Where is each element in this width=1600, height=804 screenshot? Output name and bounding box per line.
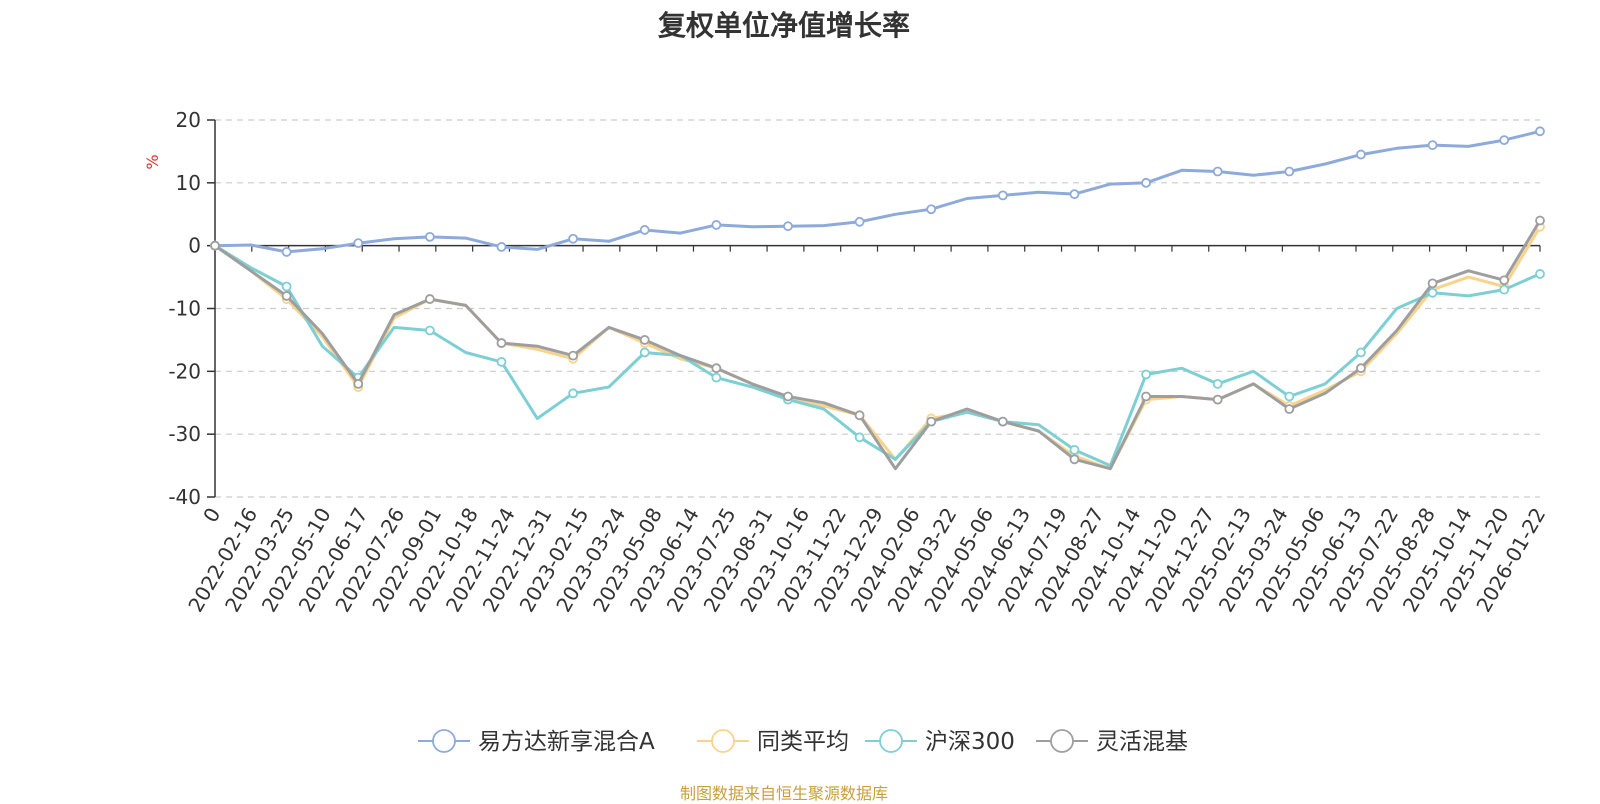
series-point — [1499, 135, 1510, 146]
legend-marker — [432, 729, 456, 753]
legend-label: 易方达新享混合A — [478, 729, 655, 755]
series-point — [1284, 391, 1295, 402]
series-point — [568, 388, 579, 399]
legend-marker — [879, 729, 903, 753]
series-point — [926, 416, 937, 427]
series-point — [424, 294, 435, 304]
source-note: 制图数据来自恒生聚源数据库 — [679, 784, 888, 803]
series-point — [1141, 391, 1151, 402]
series-point — [854, 432, 865, 443]
legend-label: 同类平均 — [757, 729, 849, 755]
y-tick-label: -20 — [168, 359, 201, 383]
series-point — [997, 190, 1008, 201]
series-point — [1284, 404, 1295, 414]
series-point — [568, 233, 579, 244]
series-point — [639, 335, 650, 345]
legend-item[interactable]: 沪深300 — [865, 729, 1015, 755]
series-line — [214, 244, 1541, 468]
series-point — [496, 242, 507, 252]
legend: 易方达新享混合A 同类平均 沪深300 灵活混基 — [418, 729, 1188, 755]
series-point — [1069, 454, 1080, 465]
series-point — [1535, 215, 1545, 226]
x-tick-label: 0 — [198, 504, 225, 527]
chart-title: 复权单位净值增长率 — [657, 9, 910, 42]
y-tick-label: 20 — [176, 108, 201, 132]
legend-item[interactable]: 同类平均 — [697, 729, 849, 755]
series-point — [711, 220, 722, 230]
series-point — [1069, 189, 1080, 200]
series-point — [997, 416, 1008, 427]
series-point — [639, 225, 650, 235]
y-axis-label: % — [143, 154, 162, 169]
series-point — [1284, 166, 1295, 177]
line-chart: 20100-10-20-30-40%02022-02-162022-03-252… — [143, 108, 1550, 755]
series-point — [1212, 378, 1223, 389]
series-point — [353, 238, 364, 249]
y-tick-label: -40 — [168, 485, 201, 509]
series-point — [1535, 269, 1545, 279]
legend-label: 沪深300 — [925, 729, 1015, 755]
series-point — [281, 291, 292, 301]
series-point — [1427, 287, 1438, 298]
series-point — [1212, 394, 1223, 405]
series-point — [424, 231, 435, 242]
y-tick-label: -30 — [168, 422, 201, 446]
legend-marker — [711, 729, 735, 753]
series-point — [783, 221, 793, 232]
series-point — [210, 240, 220, 251]
series-line — [214, 129, 1541, 254]
series-point — [1141, 177, 1151, 188]
series-point — [568, 350, 579, 361]
series-point — [711, 363, 722, 374]
series-point — [1356, 363, 1366, 374]
series-point — [1069, 444, 1080, 455]
series-layer — [210, 126, 1545, 471]
y-tick-label: -10 — [168, 297, 201, 321]
series-point — [281, 247, 292, 257]
series-line — [214, 226, 1542, 471]
series-point — [1427, 278, 1438, 289]
series-point — [926, 204, 937, 215]
legend-item[interactable]: 易方达新享混合A — [418, 729, 655, 755]
series-point — [854, 216, 865, 227]
series-point — [496, 338, 507, 348]
series-line — [214, 219, 1542, 471]
series-point — [854, 410, 865, 421]
series-point — [353, 378, 364, 389]
legend-item[interactable]: 灵活混基 — [1036, 729, 1188, 755]
grid-layer — [215, 119, 1540, 498]
legend-label: 灵活混基 — [1096, 729, 1188, 755]
series-point — [639, 347, 650, 358]
series-point — [711, 372, 722, 383]
series-point — [1499, 284, 1510, 295]
series-point — [496, 357, 507, 367]
series-point — [1356, 347, 1366, 358]
series-point — [281, 281, 292, 292]
series-point — [1499, 275, 1510, 286]
series-point — [424, 325, 435, 336]
series-point — [1427, 140, 1438, 151]
series-point — [1141, 369, 1151, 380]
series-point — [1356, 149, 1366, 160]
series-point — [783, 391, 793, 402]
axis-layer: 20100-10-20-30-40%02022-02-162022-03-252… — [143, 108, 1550, 616]
y-tick-label: 0 — [188, 234, 201, 258]
series-point — [1535, 126, 1545, 137]
y-tick-label: 10 — [176, 171, 201, 195]
legend-marker — [1050, 729, 1074, 753]
series-point — [1212, 166, 1223, 177]
